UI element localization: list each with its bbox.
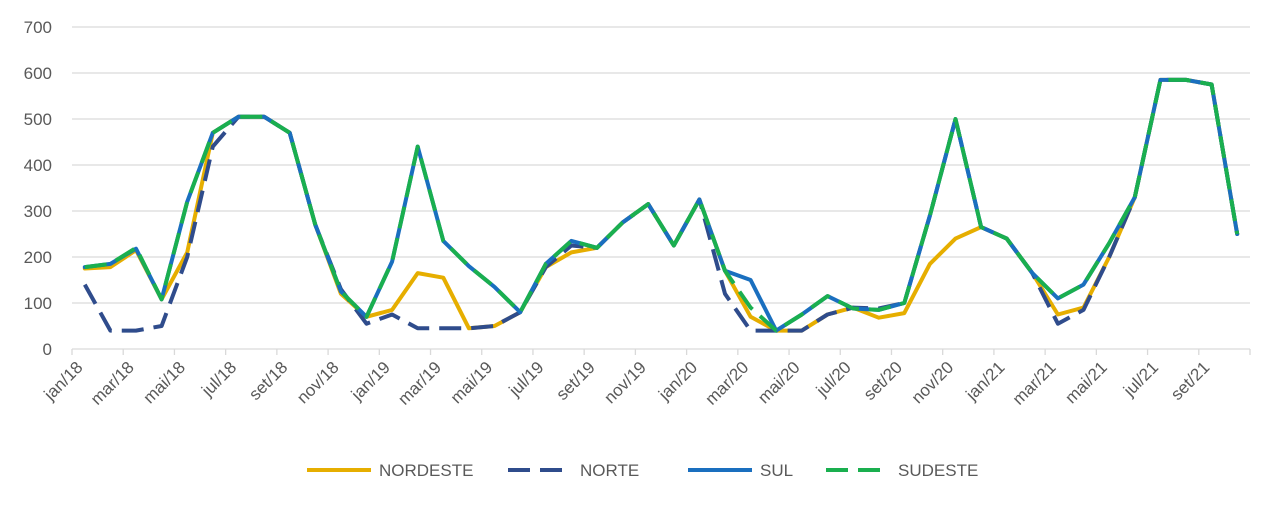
legend-label-norte: NORTE [580,461,639,480]
y-tick-label: 700 [24,18,52,37]
legend: NORDESTE NORTE SUL SUDESTE [307,461,978,480]
x-tick-label: set/19 [553,358,599,404]
legend-label-sul: SUL [760,461,793,480]
x-tick-label: mar/20 [702,358,753,409]
x-tick-label: jul/21 [1119,358,1162,401]
y-tick-label: 200 [24,248,52,267]
x-tick-label: mai/20 [754,358,804,408]
x-tick-label: mai/19 [447,358,497,408]
x-tick-label: jul/19 [505,358,548,401]
x-tick-label: nov/19 [600,358,650,408]
x-tick-label: nov/20 [908,358,958,408]
x-tick-label: mar/18 [87,358,138,409]
x-tick-label: jan/19 [347,358,394,405]
series-line-sudeste [84,77,1240,333]
x-tick-label: mar/21 [1009,358,1060,409]
y-tick-label: 600 [24,64,52,83]
x-tick-label: jul/20 [812,358,855,401]
x-tick-label: mar/19 [394,358,445,409]
y-tick-label: 300 [24,202,52,221]
y-tick-label: 500 [24,110,52,129]
x-tick-label: jan/21 [962,358,1009,405]
gridlines [72,26,1250,304]
y-tick-label: 100 [24,294,52,313]
y-tick-label: 400 [24,156,52,175]
x-tick-label: mai/21 [1061,358,1111,408]
x-tick-label: jan/18 [40,358,87,405]
x-tick-label: set/20 [860,358,906,404]
legend-label-nordeste: NORDESTE [379,461,473,480]
x-tick-label: jul/18 [197,358,240,401]
legend-label-sudeste: SUDESTE [898,461,978,480]
series-lines [82,77,1240,333]
y-tick-label: 0 [43,340,52,359]
x-tick-label: set/18 [245,358,291,404]
x-tick-label: nov/18 [293,358,343,408]
x-tick-label: mai/18 [139,358,189,408]
x-tick-label: set/21 [1167,358,1213,404]
x-tick-label: jan/20 [654,358,701,405]
